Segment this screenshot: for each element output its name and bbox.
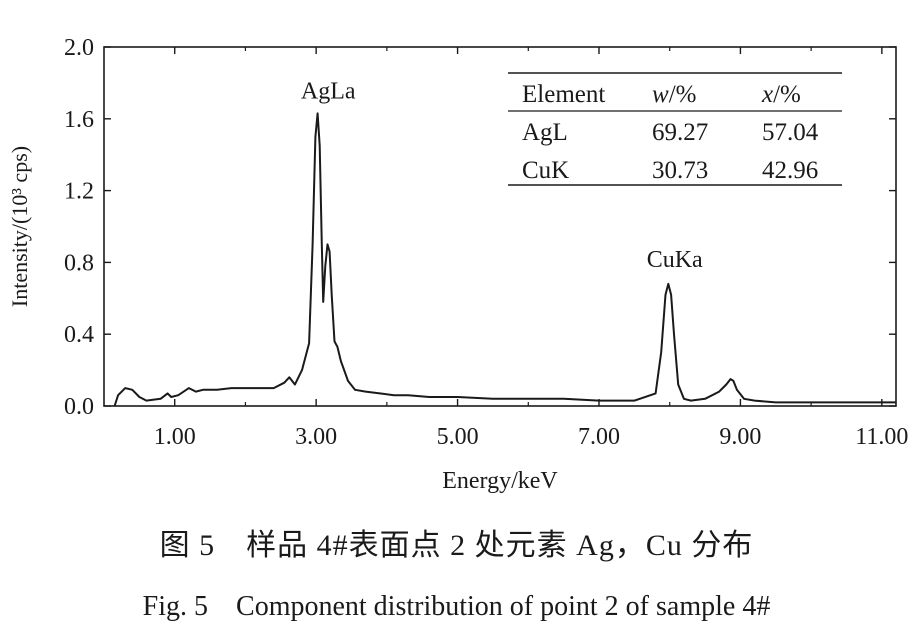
figure-caption-chinese: 图 5 样品 4#表面点 2 处元素 Ag，Cu 分布 <box>159 529 754 562</box>
table-header-cell: Element <box>522 81 605 108</box>
x-tick-label: 1.00 <box>154 424 196 450</box>
table-cell: CuK <box>522 157 569 184</box>
table-cell: 42.96 <box>762 157 818 184</box>
table-header-symbol: x <box>761 81 773 108</box>
series-layer <box>113 112 896 407</box>
axes: 1.00 3.00 5.00 7.00 9.00 11.00 0.0 0.4 0.8 1.2 1.6… <box>7 35 908 494</box>
y-tick-label: 0.8 <box>64 250 94 276</box>
table-cell: AgL <box>522 119 568 146</box>
table-cell: 30.73 <box>652 157 708 184</box>
plot-frame <box>103 46 897 407</box>
spectrum-chart: 1.00 3.00 5.00 7.00 9.00 11.00 0.0 0.4 0.8 1.2 1.6… <box>7 35 908 494</box>
peak-label: AgLa <box>301 78 356 104</box>
eds-spectrum-figure: 1.00 3.00 5.00 7.00 9.00 11.00 0.0 0.4 0.8 1.2 1.6… <box>7 35 908 494</box>
y-tick-label: 1.6 <box>64 107 94 133</box>
table-header-symbol: Element <box>522 81 605 108</box>
y-axis-label: Intensity/(10³ cps) <box>7 146 32 307</box>
x-tick-label: 9.00 <box>719 424 761 450</box>
table-cell: 57.04 <box>762 119 819 146</box>
figure-caption-english: Fig. 5 Component distribution of point 2… <box>142 591 771 622</box>
table-header-unit: /% <box>773 81 801 108</box>
peak-labels: AgLa CuKa <box>301 78 703 273</box>
table-header-cell: w/% <box>652 81 696 108</box>
y-tick-label: 1.2 <box>64 179 94 205</box>
x-tick-label: 7.00 <box>578 424 620 450</box>
peak-label: CuKa <box>647 247 703 273</box>
y-tick-label: 0.4 <box>64 322 94 348</box>
x-axis-label: Energy/keV <box>442 468 558 494</box>
x-tick-label: 3.00 <box>295 424 337 450</box>
y-tick-label: 2.0 <box>64 35 94 61</box>
y-tick-label: 0.0 <box>64 394 94 420</box>
table-header-unit: /% <box>669 81 697 108</box>
x-tick-label: 5.00 <box>437 424 479 450</box>
table-cell: 69.27 <box>652 119 708 146</box>
table-header-symbol: w <box>652 81 669 108</box>
x-tick-label: 11.00 <box>855 424 908 450</box>
table-header-cell: x/% <box>761 81 801 108</box>
spectrum-series-line <box>113 112 896 407</box>
